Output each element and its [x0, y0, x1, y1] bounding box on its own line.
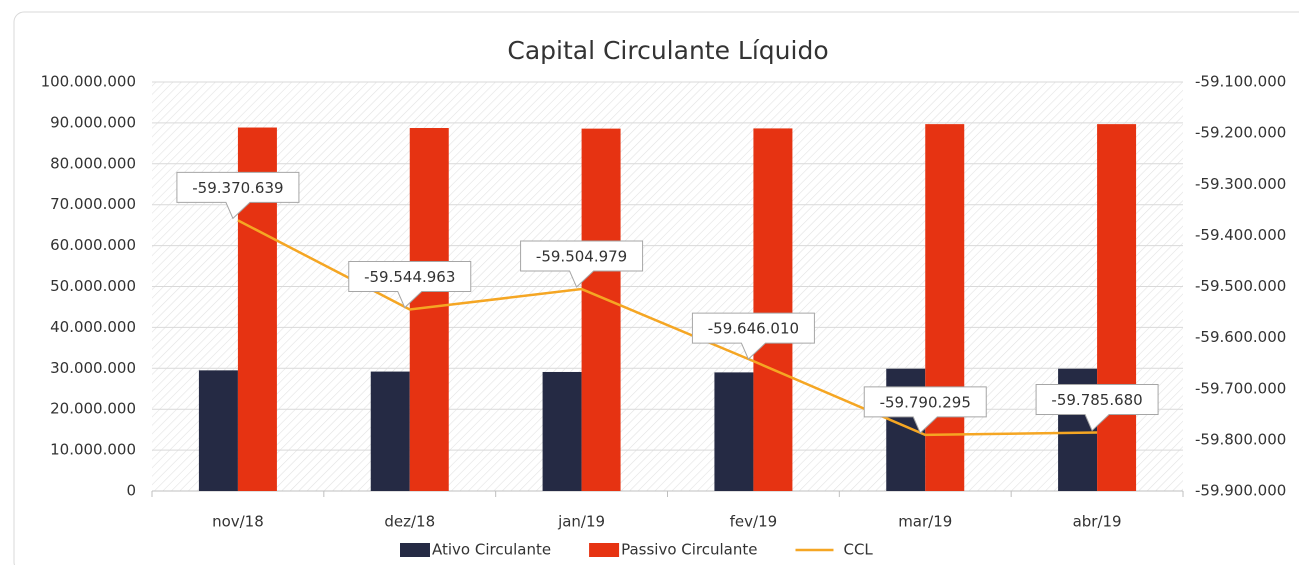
label-box [176, 171, 300, 220]
line [237, 219, 1098, 437]
label-box [1035, 384, 1159, 432]
label-box [348, 260, 472, 309]
y2-tick-label: -59.800.000 [1195, 430, 1286, 448]
y2-tick-label: -59.600.000 [1195, 328, 1286, 346]
y-tick-label: 10.000.000 [50, 441, 136, 459]
x-tick-label: nov/18 [212, 513, 264, 531]
chart-title: Capital Circulante Líquido [507, 36, 828, 65]
y2-tick-label: -59.300.000 [1195, 175, 1286, 193]
bar [370, 371, 410, 491]
data-label: -59.646.010 [708, 320, 799, 338]
y-tick-label: 100.000.000 [41, 73, 136, 91]
y-tick-label: 60.000.000 [50, 236, 136, 254]
y-tick-label: 30.000.000 [50, 359, 136, 377]
x-tick-label: jan/19 [557, 513, 605, 531]
label-box [520, 240, 644, 288]
bar [714, 372, 754, 491]
x-tick-label: dez/18 [384, 513, 435, 531]
y2-tick-label: -59.100.000 [1195, 73, 1286, 91]
data-label: -59.370.639 [192, 179, 283, 197]
bar [753, 128, 793, 491]
x-tick-label: abr/19 [1073, 513, 1122, 531]
y2-tick-label: -59.200.000 [1195, 124, 1286, 142]
data-label: -59.504.979 [536, 248, 627, 266]
data-label: -59.790.295 [880, 393, 971, 411]
x-tick-label: mar/19 [898, 513, 952, 531]
data-label: -59.544.963 [364, 268, 455, 286]
y-tick-label: 0 [126, 482, 136, 500]
y2-tick-label: -59.700.000 [1195, 379, 1286, 397]
y-tick-label: 80.000.000 [50, 154, 136, 172]
data-label: -59.785.680 [1051, 391, 1142, 409]
y-tick-label: 90.000.000 [50, 113, 136, 131]
label-box [863, 386, 987, 434]
x-tick-label: fev/19 [730, 513, 778, 531]
bar [198, 370, 238, 491]
legend-label: CCL [843, 541, 873, 559]
bar [581, 128, 621, 491]
legend-swatch [400, 543, 430, 557]
y-tick-label: 70.000.000 [50, 195, 136, 213]
y-tick-label: 20.000.000 [50, 400, 136, 418]
bar [542, 371, 582, 491]
y2-tick-label: -59.500.000 [1195, 277, 1286, 295]
legend-label: Ativo Circulante [432, 541, 551, 559]
y2-tick-label: -59.900.000 [1195, 482, 1286, 500]
y-tick-label: 50.000.000 [50, 277, 136, 295]
y-tick-label: 40.000.000 [50, 318, 136, 336]
bar [925, 124, 965, 491]
y2-tick-label: -59.400.000 [1195, 226, 1286, 244]
bar [1097, 124, 1137, 491]
label-box [691, 312, 815, 360]
legend-swatch [589, 543, 620, 557]
legend-label: Passivo Circulante [621, 541, 757, 559]
